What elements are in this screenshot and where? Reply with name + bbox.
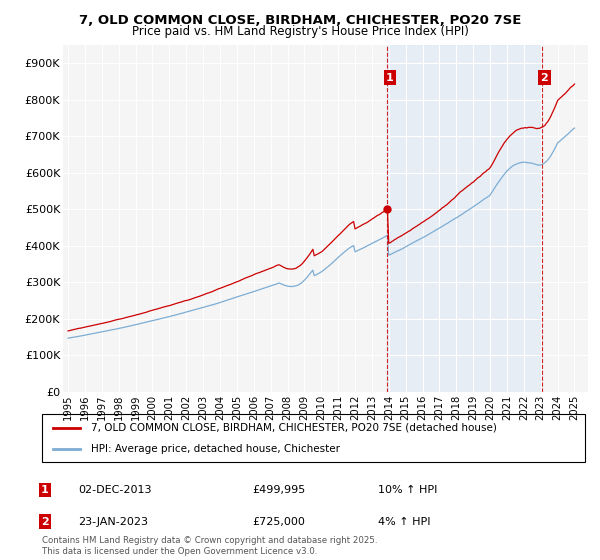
- Text: 2: 2: [541, 73, 548, 83]
- Text: Contains HM Land Registry data © Crown copyright and database right 2025.
This d: Contains HM Land Registry data © Crown c…: [42, 536, 377, 556]
- Text: 7, OLD COMMON CLOSE, BIRDHAM, CHICHESTER, PO20 7SE: 7, OLD COMMON CLOSE, BIRDHAM, CHICHESTER…: [79, 14, 521, 27]
- Text: HPI: Average price, detached house, Chichester: HPI: Average price, detached house, Chic…: [91, 444, 340, 454]
- Text: £499,995: £499,995: [252, 485, 305, 495]
- Text: 02-DEC-2013: 02-DEC-2013: [78, 485, 151, 495]
- Text: 4% ↑ HPI: 4% ↑ HPI: [378, 517, 431, 527]
- Text: Price paid vs. HM Land Registry's House Price Index (HPI): Price paid vs. HM Land Registry's House …: [131, 25, 469, 38]
- Text: 2: 2: [41, 517, 49, 527]
- Text: 7, OLD COMMON CLOSE, BIRDHAM, CHICHESTER, PO20 7SE (detached house): 7, OLD COMMON CLOSE, BIRDHAM, CHICHESTER…: [91, 423, 497, 433]
- Text: 1: 1: [41, 485, 49, 495]
- Bar: [388, 45, 542, 392]
- Text: £725,000: £725,000: [252, 517, 305, 527]
- Text: 10% ↑ HPI: 10% ↑ HPI: [378, 485, 437, 495]
- Text: 23-JAN-2023: 23-JAN-2023: [78, 517, 148, 527]
- Text: 1: 1: [386, 73, 394, 83]
